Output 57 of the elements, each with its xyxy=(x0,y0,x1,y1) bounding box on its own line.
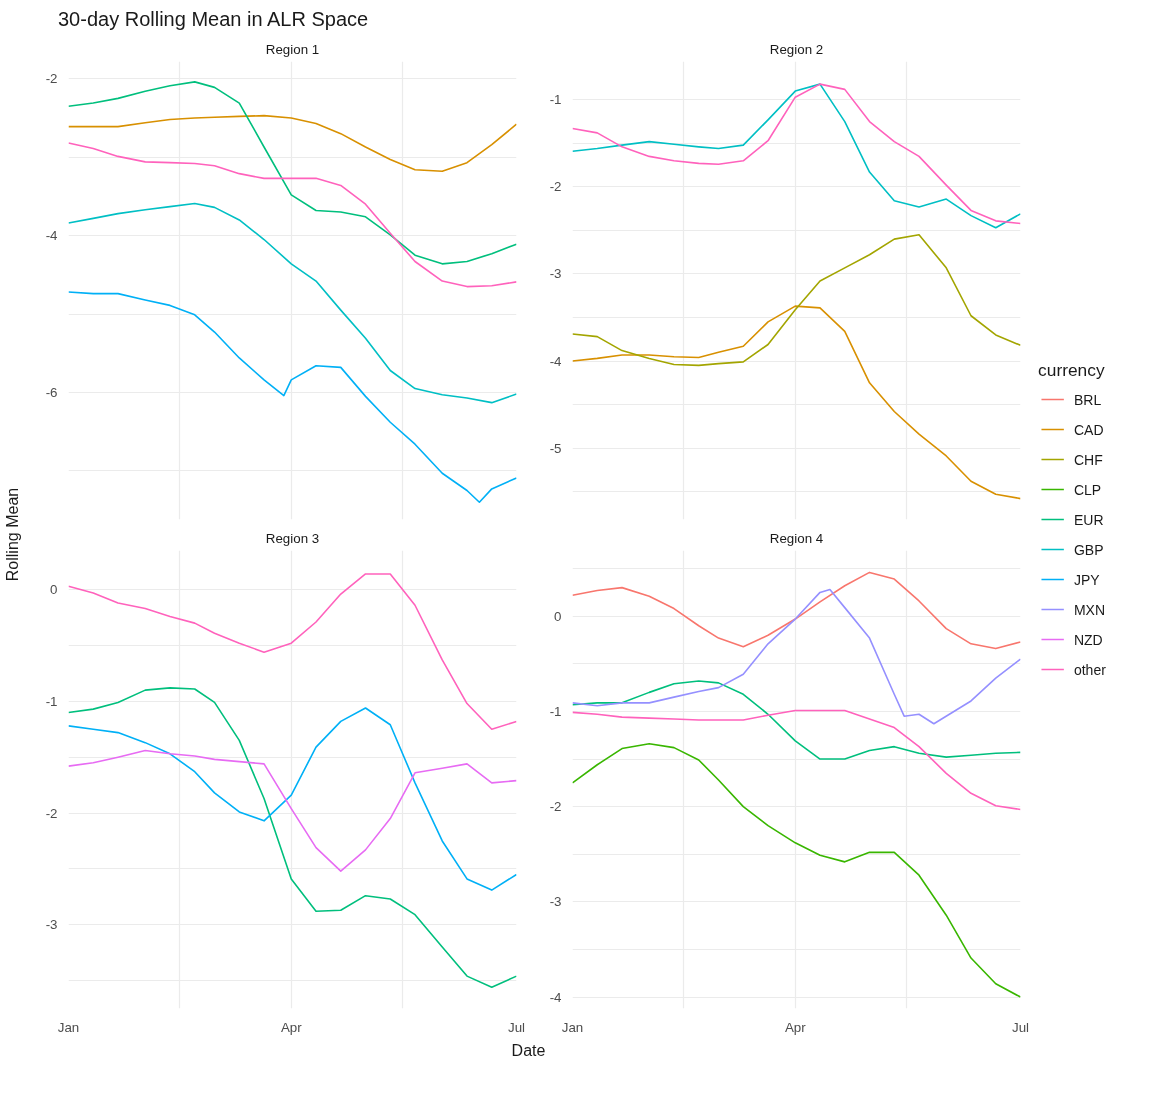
x-tick-label: Apr xyxy=(784,1019,807,1035)
y-tick-label: -3 xyxy=(549,894,562,910)
line-series xyxy=(572,588,1021,725)
line-series xyxy=(572,709,1021,811)
line-series xyxy=(572,233,1021,367)
line-series xyxy=(68,114,517,173)
chart-title: 30-day Rolling Mean in ALR Space xyxy=(58,8,369,31)
line-series xyxy=(68,291,517,504)
chart-subtitle: Region 4 xyxy=(769,530,824,546)
legend-label: CLP xyxy=(1073,481,1102,498)
legend-label: NZD xyxy=(1073,631,1103,648)
y-tick-label: -2 xyxy=(45,71,58,87)
x-tick-label: Jan xyxy=(57,1019,80,1035)
y-tick-label: -6 xyxy=(45,384,58,400)
line-series xyxy=(68,687,517,989)
x-tick-label: Jan xyxy=(561,1019,584,1035)
x-tick-label: Jul xyxy=(507,1019,526,1035)
y-tick-label: -1 xyxy=(549,703,562,719)
x-tick-label: Jul xyxy=(1011,1019,1030,1035)
line-series xyxy=(68,707,517,891)
line-series xyxy=(68,573,517,731)
line-series xyxy=(68,202,517,404)
y-tick-label: -4 xyxy=(549,989,563,1005)
legend-label: CHF xyxy=(1073,451,1103,468)
y-tick-label: -3 xyxy=(45,917,58,933)
legend-title: currency xyxy=(1038,359,1105,380)
legend-label: CAD xyxy=(1073,421,1104,438)
y-tick-label: -2 xyxy=(45,805,58,821)
y-tick-label: -5 xyxy=(549,440,562,456)
chart-subtitle: Region 1 xyxy=(265,41,320,57)
y-tick-label: -1 xyxy=(45,693,58,709)
chart-subtitle: Region 2 xyxy=(769,41,824,57)
line-series xyxy=(572,680,1021,760)
x-axis-title: Date xyxy=(511,1042,546,1059)
y-tick-label: 0 xyxy=(50,582,58,598)
y-tick-label: 0 xyxy=(554,608,562,624)
legend-label: other xyxy=(1073,661,1107,678)
legend-label: BRL xyxy=(1073,391,1102,408)
x-tick-label: Apr xyxy=(280,1019,303,1035)
y-tick-label: -2 xyxy=(549,179,562,195)
line-series xyxy=(572,305,1021,500)
line-series xyxy=(572,571,1021,650)
line-series xyxy=(68,81,517,265)
y-tick-label: -1 xyxy=(549,92,562,108)
legend-label: JPY xyxy=(1073,571,1101,588)
legend-label: EUR xyxy=(1073,511,1104,528)
y-tick-label: -4 xyxy=(45,228,59,244)
y-tick-label: -3 xyxy=(549,266,562,282)
y-tick-label: -4 xyxy=(549,353,563,369)
line-series xyxy=(572,742,1021,998)
chart-subtitle: Region 3 xyxy=(265,530,320,546)
line-series xyxy=(68,142,517,288)
y-axis-title: Rolling Mean xyxy=(4,487,21,582)
y-tick-label: -2 xyxy=(549,799,562,815)
line-series xyxy=(68,749,517,872)
legend-label: GBP xyxy=(1073,541,1104,558)
legend-label: MXN xyxy=(1073,601,1106,618)
